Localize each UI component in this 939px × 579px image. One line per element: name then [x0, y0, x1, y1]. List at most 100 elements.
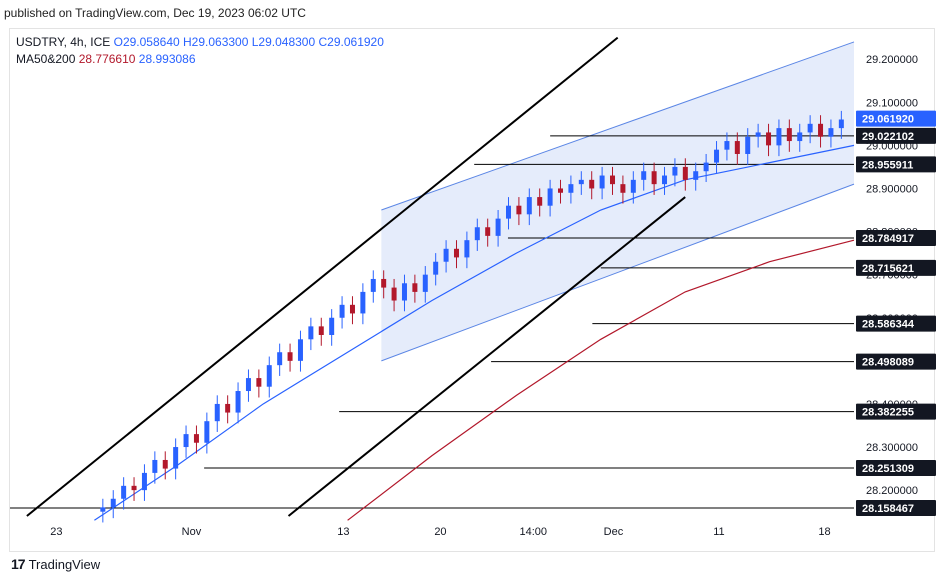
y-tick-label: 28.300000: [866, 442, 918, 454]
price-label-tag: [856, 230, 936, 247]
candle-body: [121, 485, 127, 499]
price-label: 29.022102: [862, 131, 914, 143]
candle-body: [141, 472, 147, 491]
top-bar: published on TradingView.com, Dec 19, 20…: [0, 0, 939, 24]
candle-body: [401, 283, 407, 301]
candle-body: [755, 132, 761, 137]
x-tick-label: 14:00: [520, 526, 548, 538]
price-label: 28.784917: [862, 233, 914, 245]
ma-indicator-name: MA50&200: [16, 52, 76, 66]
candle-body: [672, 166, 678, 176]
chart-area[interactable]: 29.20000029.10000029.00000028.90000028.8…: [9, 28, 936, 553]
candle-body: [537, 197, 543, 206]
candle-body: [464, 240, 470, 258]
channel-lower-line: [381, 183, 855, 362]
y-tick-label: 28.900000: [866, 183, 918, 195]
footer: 17 TradingView: [9, 552, 935, 579]
candle-body: [745, 136, 751, 154]
candle-body: [381, 278, 387, 288]
candle-body: [100, 507, 106, 512]
candle-body: [318, 326, 324, 335]
candle-body: [422, 274, 428, 292]
price-label: 28.955911: [862, 159, 913, 171]
x-tick-label: Nov: [182, 526, 202, 538]
price-label-tag: [856, 460, 936, 477]
candle-body: [339, 304, 345, 318]
high-value: H29.063300: [183, 35, 249, 49]
candle-body: [131, 485, 137, 491]
candle-body: [412, 283, 418, 292]
candle-body: [183, 434, 189, 448]
price-label-tag: [856, 127, 936, 144]
x-tick-label: 13: [337, 526, 349, 538]
candle-body: [505, 205, 511, 219]
price-label-tag: [856, 403, 936, 420]
candle-body: [807, 123, 813, 133]
candle-body: [797, 132, 803, 142]
ohlc-row: USDTRY, 4h, ICE O29.058640 H29.063300 L2…: [16, 34, 384, 51]
candle-body: [526, 197, 532, 215]
candle-body: [589, 179, 595, 189]
candle-body: [443, 248, 449, 262]
open-value: O29.058640: [113, 35, 180, 49]
candle-body: [266, 365, 272, 387]
ma-row: MA50&200 28.776610 28.993086: [16, 51, 384, 68]
candle-body: [225, 403, 231, 413]
price-label-tag: [856, 315, 936, 332]
y-tick-label: 29.100000: [866, 97, 918, 109]
price-label: 28.158467: [862, 503, 914, 515]
candle-body: [703, 162, 709, 172]
price-label: 28.251309: [862, 463, 914, 475]
y-tick-label: 29.200000: [866, 54, 918, 66]
candle-body: [630, 179, 636, 193]
candle-body: [349, 304, 355, 314]
low-value: L29.048300: [251, 35, 316, 49]
candle-body: [277, 352, 283, 366]
tradingview-logo[interactable]: 17 TradingView: [11, 556, 100, 572]
candle-body: [714, 149, 720, 163]
candle-body: [620, 184, 626, 193]
candle-body: [495, 218, 501, 236]
candle-body: [162, 459, 168, 469]
candle-body: [838, 119, 844, 129]
candle-body: [610, 175, 616, 185]
trendline: [26, 36, 619, 517]
candle-body: [724, 141, 730, 150]
candle-body: [578, 179, 584, 185]
candle-body: [485, 227, 491, 236]
candle-body: [828, 128, 834, 137]
candle-body: [558, 188, 564, 193]
candle-body: [474, 227, 480, 241]
candle-body: [173, 447, 179, 469]
ma200-value: 28.993086: [138, 52, 196, 66]
price-label-tag: [856, 259, 936, 276]
candle-body: [297, 339, 303, 361]
candle-body: [193, 434, 199, 443]
x-tick-label: Dec: [604, 526, 624, 538]
price-label: 28.715621: [862, 263, 914, 275]
channel-upper-line: [381, 41, 855, 211]
symbol-label: USDTRY, 4h, ICE: [16, 35, 111, 49]
last-price-label: 29.061920: [862, 114, 914, 126]
price-chart[interactable]: 29.20000029.10000029.00000028.90000028.8…: [10, 29, 936, 553]
candle-body: [214, 403, 220, 422]
candle-body: [693, 171, 699, 180]
candle-body: [516, 205, 522, 215]
candle-body: [235, 391, 241, 413]
price-label-tag: [856, 156, 936, 173]
chart-legend: USDTRY, 4h, ICE O29.058640 H29.063300 L2…: [16, 34, 384, 68]
candle-body: [786, 128, 792, 142]
candle-body: [433, 261, 439, 275]
candle-body: [391, 287, 397, 301]
ma50-line: [94, 144, 855, 521]
y-tick-label: 28.200000: [866, 485, 918, 497]
x-tick-label: 23: [50, 526, 62, 538]
candle-body: [308, 326, 314, 340]
candle-body: [547, 188, 553, 206]
candle-body: [245, 378, 251, 392]
candle-body: [641, 171, 647, 180]
candle-body: [651, 171, 657, 185]
candle-body: [734, 141, 740, 154]
candle-body: [329, 317, 335, 335]
candle-body: [370, 278, 376, 292]
